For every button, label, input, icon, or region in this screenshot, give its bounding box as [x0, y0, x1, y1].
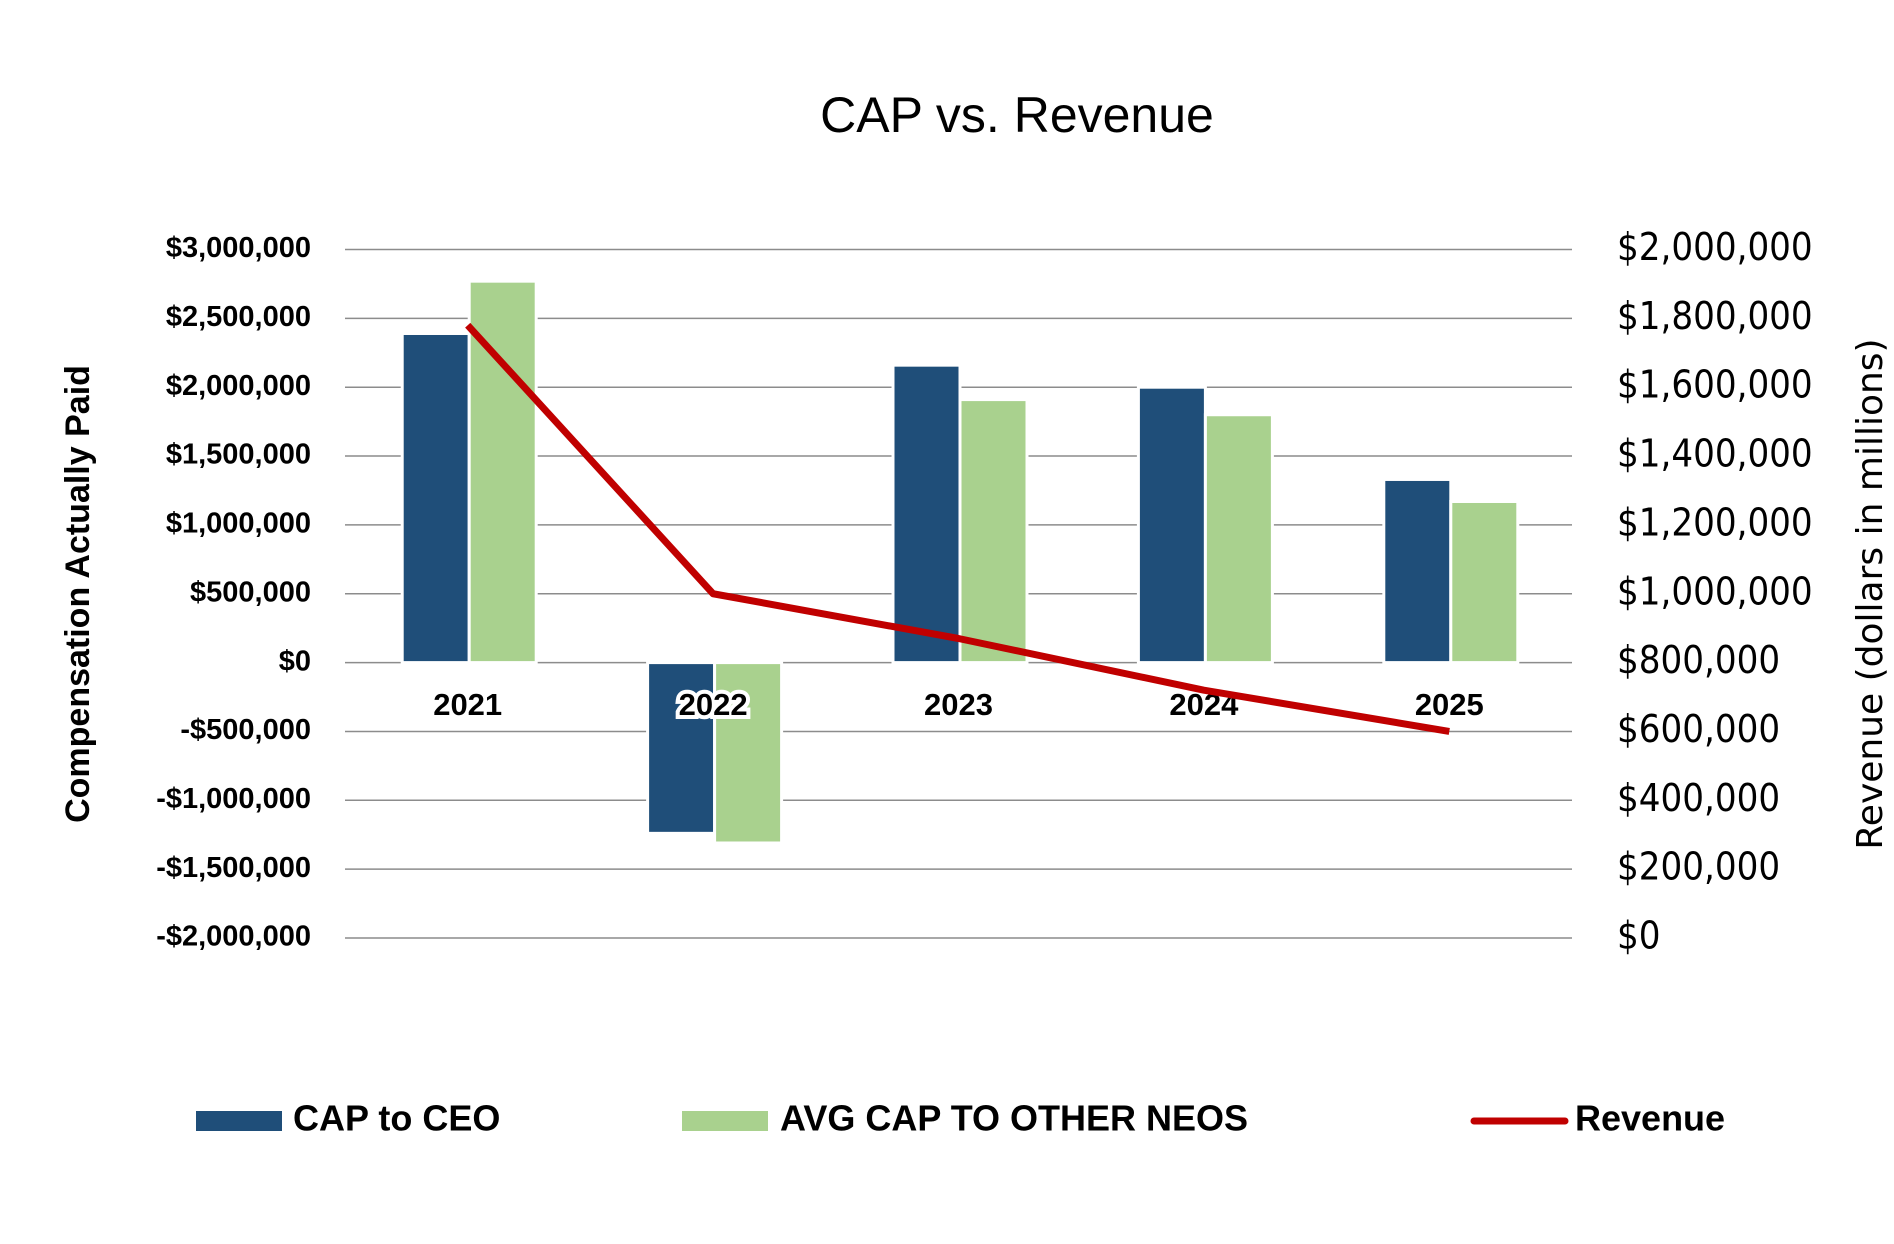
bar	[713, 661, 784, 845]
x-tick-label: 2023	[924, 687, 993, 722]
legend-swatch	[682, 1111, 768, 1131]
y-tick-label: -$1,500,000	[156, 852, 311, 884]
x-tick-label: 2022	[679, 687, 748, 722]
y-tick-label: $500,000	[190, 576, 311, 608]
x-tick-label: 2025	[1415, 687, 1484, 722]
bar	[958, 398, 1029, 665]
y2-tick-label: $600,000	[1617, 707, 1780, 751]
y-tick-label: $2,000,000	[166, 370, 311, 402]
y-tick-label: -$1,000,000	[156, 783, 311, 815]
bar	[467, 279, 538, 665]
legend-label: AVG CAP TO OTHER NEOS	[780, 1098, 1248, 1139]
y2-tick-label: $800,000	[1617, 638, 1780, 682]
bar	[400, 331, 471, 665]
y-axis-title: Compensation Actually Paid	[59, 365, 97, 823]
revenue-line	[465, 322, 1450, 735]
y-tick-label: $1,500,000	[166, 439, 311, 471]
y-tick-label: -$500,000	[180, 714, 311, 746]
y2-axis-title: Revenue (dollars in millions)	[1850, 338, 1891, 849]
bar	[1203, 413, 1274, 665]
y2-tick-label: $1,600,000	[1617, 363, 1813, 407]
y2-tick-label: $1,200,000	[1617, 500, 1813, 544]
chart-title: CAP vs. Revenue	[820, 87, 1214, 143]
y2-tick-label: $1,800,000	[1617, 294, 1813, 338]
bar	[1136, 385, 1207, 665]
bar	[891, 363, 962, 665]
y-tick-label: $0	[279, 645, 311, 677]
y2-tick-label: $1,400,000	[1617, 432, 1813, 476]
x-tick-label: 2024	[1169, 687, 1239, 722]
y-tick-label: -$2,000,000	[156, 921, 311, 953]
y2-tick-label: $2,000,000	[1617, 225, 1813, 269]
y2-tick-label: $200,000	[1617, 845, 1780, 889]
legend-swatch	[196, 1111, 282, 1131]
bar	[1449, 499, 1520, 665]
y2-tick-label: $1,000,000	[1617, 569, 1813, 613]
y-tick-label: $3,000,000	[166, 232, 311, 264]
y2-tick-label: $0	[1617, 914, 1661, 958]
y-tick-label: $1,000,000	[166, 508, 311, 540]
legend-label: CAP to CEO	[293, 1098, 500, 1139]
bar	[1382, 477, 1453, 665]
y2-tick-label: $400,000	[1617, 776, 1780, 820]
legend-label: Revenue	[1575, 1098, 1725, 1139]
y-tick-label: $2,500,000	[166, 301, 311, 333]
x-tick-label: 2021	[433, 687, 502, 722]
